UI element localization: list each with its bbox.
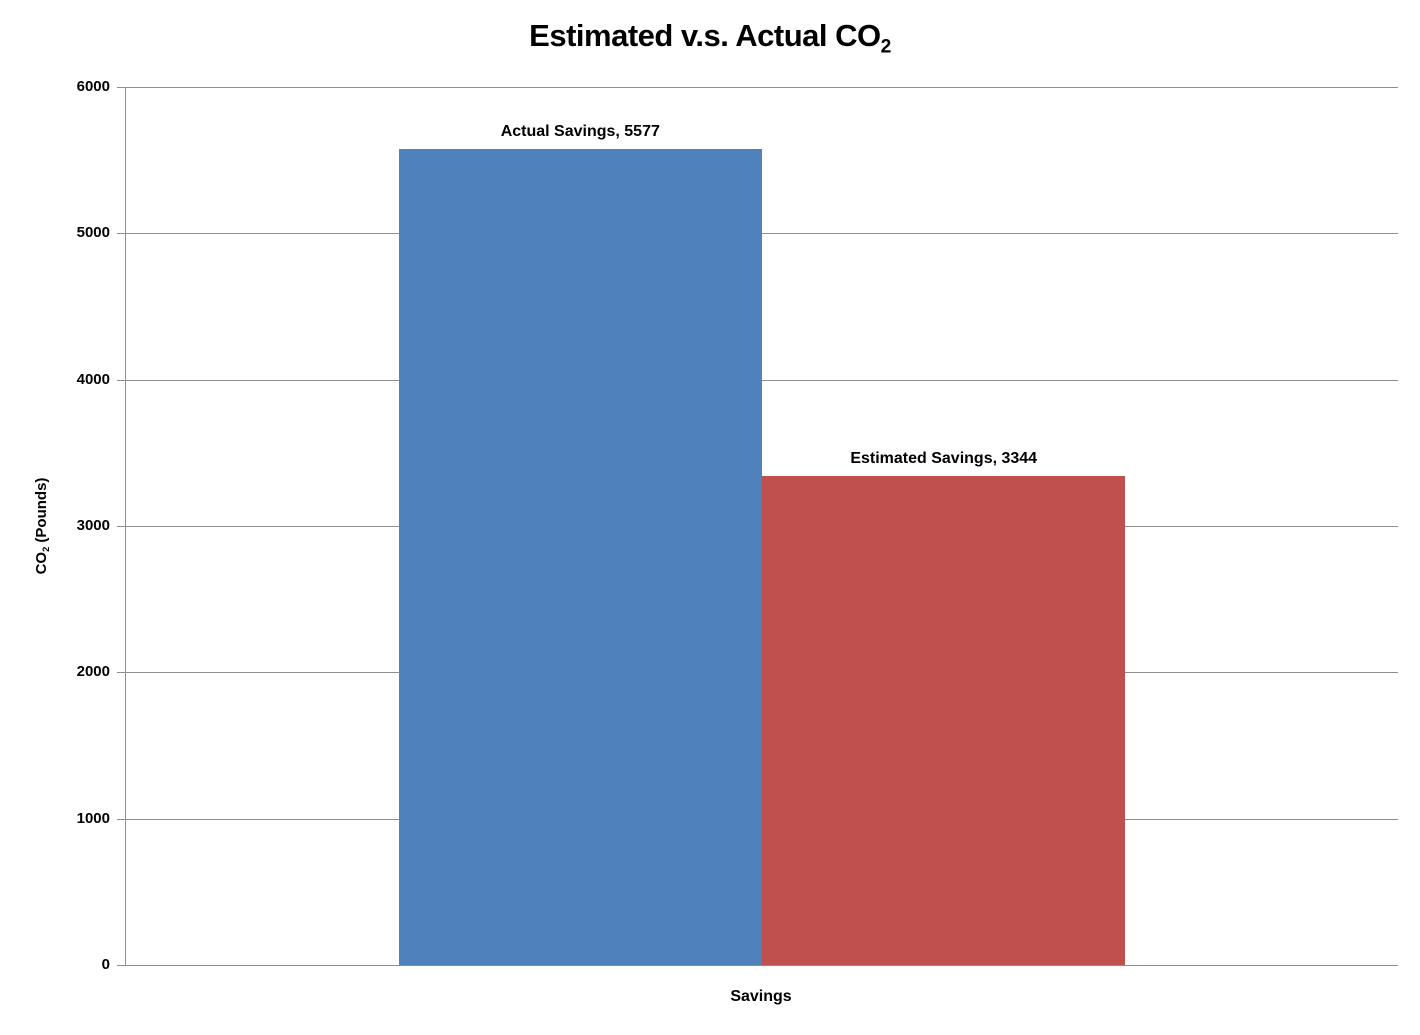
y-tick-label-1000: 1000 — [76, 809, 110, 827]
gridline-5000 — [126, 233, 1398, 235]
y-axis-title-subscript: 2 — [41, 546, 52, 552]
bar-actual-savings — [398, 148, 762, 965]
chart-title-text: Estimated v.s. Actual CO — [529, 18, 881, 53]
y-tick-mark-1000 — [117, 818, 125, 820]
y-tick-mark-4000 — [117, 379, 125, 381]
y-tick-mark-5000 — [117, 233, 125, 235]
gridline-6000 — [126, 87, 1398, 88]
x-axis-title: Savings — [730, 988, 792, 1005]
y-tick-label-6000: 6000 — [76, 78, 110, 95]
y-tick-mark-2000 — [117, 672, 125, 674]
chart-title: Estimated v.s. Actual CO2 — [0, 18, 1420, 59]
y-tick-label-3000: 3000 — [76, 517, 110, 534]
bar-estimated-savings — [762, 475, 1126, 965]
y-axis-title-text: CO — [32, 551, 50, 575]
bar-label-estimated-savings: Estimated Savings, 3344 — [850, 449, 1038, 467]
y-tick-label-0: 0 — [101, 956, 110, 973]
gridline-4000 — [126, 379, 1398, 381]
y-tick-mark-0 — [117, 965, 125, 966]
y-tick-label-2000: 2000 — [76, 663, 110, 681]
y-tick-mark-6000 — [117, 87, 125, 88]
bar-label-actual-savings: Actual Savings, 5577 — [500, 122, 660, 140]
y-tick-label-5000: 5000 — [76, 224, 110, 242]
y-tick-label-4000: 4000 — [76, 370, 110, 388]
y-tick-mark-3000 — [117, 526, 125, 527]
y-axis-title-units: (Pounds) — [32, 477, 50, 547]
plot-area: Actual Savings, 5577 Estimated Savings, 3… — [125, 87, 1398, 966]
chart-title-subscript: 2 — [880, 36, 892, 58]
